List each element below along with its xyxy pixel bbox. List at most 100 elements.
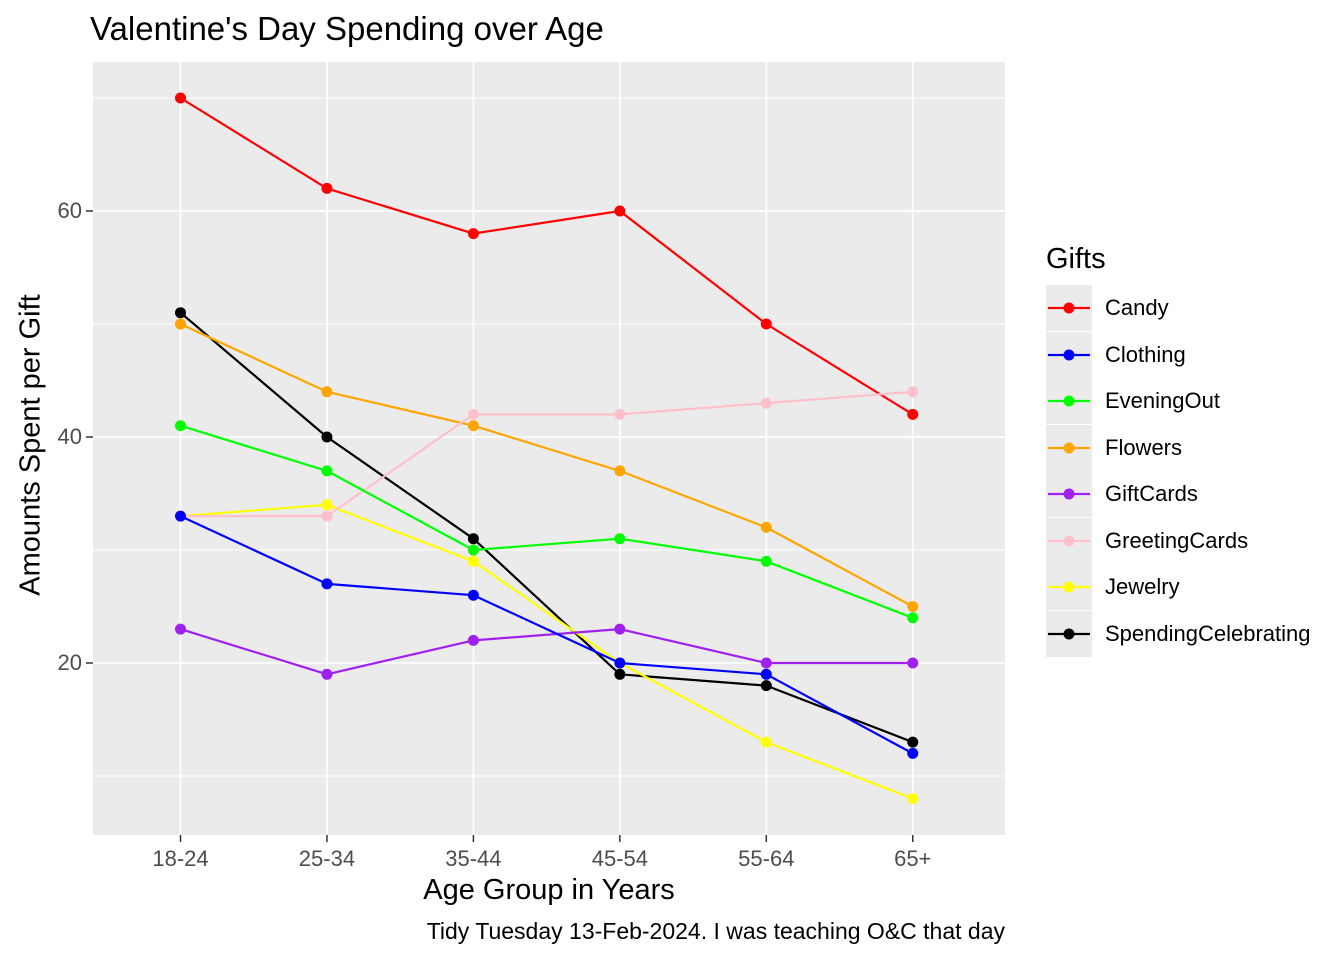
data-point-SpendingCelebrating-35-44 — [467, 533, 479, 545]
series-GiftCards — [175, 623, 919, 680]
data-point-GreetingCards-55-64 — [760, 397, 772, 409]
legend-key-point — [1063, 628, 1075, 640]
data-point-Flowers-25-34 — [321, 386, 333, 398]
data-point-GreetingCards-45-54 — [614, 408, 626, 420]
legend-item-SpendingCelebrating: SpendingCelebrating — [1046, 610, 1311, 658]
data-point-Jewelry-25-34 — [321, 499, 333, 511]
series-EveningOut — [175, 420, 919, 624]
series-line-GreetingCards — [179, 390, 914, 518]
data-point-Flowers-35-44 — [467, 420, 479, 432]
data-point-Flowers-65+ — [907, 601, 919, 612]
legend-key-point — [1063, 302, 1075, 314]
legend-item-Jewelry: Jewelry — [1046, 564, 1311, 611]
data-point-Clothing-65+ — [907, 747, 919, 759]
legend-key-icon-Flowers — [1046, 424, 1092, 471]
x-tick-label-25-34: 25-34 — [298, 846, 356, 871]
data-point-SpendingCelebrating-45-54 — [614, 668, 626, 680]
legend-key-icon-GiftCards — [1046, 471, 1092, 518]
x-tick-label-18-24: 18-24 — [152, 846, 209, 871]
data-point-Flowers-55-64 — [760, 521, 772, 533]
data-point-Clothing-45-54 — [614, 657, 626, 669]
legend-item-GiftCards: GiftCards — [1046, 471, 1311, 518]
series-Flowers — [175, 318, 919, 612]
data-point-Candy-65+ — [907, 408, 919, 420]
data-point-EveningOut-18-24 — [175, 420, 186, 432]
data-point-SpendingCelebrating-18-24 — [175, 307, 186, 319]
legend: Gifts Candy Clothing EveningOut Flowers Gift… — [1046, 243, 1311, 657]
data-point-GiftCards-65+ — [907, 657, 919, 669]
data-point-GreetingCards-65+ — [907, 386, 919, 398]
legend-key-point — [1063, 488, 1075, 500]
legend-key-icon-SpendingCelebrating — [1046, 610, 1092, 657]
series-line-GiftCards — [179, 627, 914, 676]
axis-tick-marks — [86, 210, 914, 842]
chart-title: Valentine's Day Spending over Age — [90, 10, 604, 47]
data-point-GiftCards-25-34 — [321, 668, 333, 680]
legend-label-Flowers: Flowers — [1105, 434, 1183, 460]
data-point-EveningOut-25-34 — [321, 465, 333, 477]
y-tick-label-60: 60 — [57, 198, 82, 223]
series-line-SpendingCelebrating — [179, 311, 914, 744]
data-point-GiftCards-55-64 — [760, 657, 772, 669]
series-line-Clothing — [179, 515, 914, 755]
data-point-Candy-45-54 — [614, 205, 626, 217]
legend-label-GreetingCards: GreetingCards — [1105, 527, 1249, 553]
chart-caption: Tidy Tuesday 13-Feb-2024. I was teaching… — [426, 918, 1005, 944]
data-point-GiftCards-18-24 — [175, 623, 186, 635]
data-point-GiftCards-45-54 — [614, 623, 626, 635]
data-point-Candy-35-44 — [467, 228, 479, 240]
legend-key-icon-EveningOut — [1046, 378, 1092, 425]
legend-key-icon-Candy — [1046, 285, 1092, 332]
legend-key-point — [1063, 442, 1075, 454]
data-point-Clothing-35-44 — [467, 589, 479, 601]
series-SpendingCelebrating — [175, 307, 919, 748]
legend-item-Flowers: Flowers — [1046, 424, 1311, 472]
legend-key-point — [1063, 535, 1075, 547]
legend-key-point — [1063, 581, 1075, 593]
legend-item-GreetingCards: GreetingCards — [1046, 517, 1311, 565]
y-tick-label-20: 20 — [57, 650, 82, 675]
legend-key-icon-Clothing — [1046, 331, 1092, 378]
data-point-GreetingCards-35-44 — [467, 408, 479, 420]
legend-items: Candy Clothing EveningOut Flowers GiftCards G… — [1046, 285, 1311, 657]
data-point-EveningOut-65+ — [907, 612, 919, 624]
x-tick-label-55-64: 55-64 — [738, 846, 795, 871]
x-axis-title: Age Group in Years — [423, 874, 675, 906]
data-point-Clothing-25-34 — [321, 578, 333, 590]
legend-label-Candy: Candy — [1105, 295, 1169, 321]
legend-key-point — [1063, 349, 1075, 361]
data-point-EveningOut-45-54 — [614, 533, 626, 545]
legend-key-icon-Jewelry — [1046, 564, 1092, 611]
legend-item-Clothing: Clothing — [1046, 331, 1311, 379]
data-point-GreetingCards-25-34 — [321, 510, 333, 522]
series-line-EveningOut — [179, 424, 914, 619]
plot-panel — [93, 62, 1005, 835]
data-point-Jewelry-55-64 — [760, 736, 772, 748]
legend-title: Gifts — [1046, 243, 1106, 275]
legend-label-EveningOut: EveningOut — [1105, 388, 1220, 414]
x-tick-label-35-44: 35-44 — [445, 846, 502, 871]
legend-label-GiftCards: GiftCards — [1105, 481, 1198, 507]
legend-label-Jewelry: Jewelry — [1105, 574, 1180, 600]
legend-item-Candy: Candy — [1046, 285, 1311, 332]
data-point-Flowers-18-24 — [175, 318, 186, 330]
data-point-SpendingCelebrating-55-64 — [760, 680, 772, 692]
series-Clothing — [175, 510, 919, 759]
data-point-Candy-25-34 — [321, 182, 333, 194]
data-point-Candy-55-64 — [760, 318, 772, 330]
legend-item-EveningOut: EveningOut — [1046, 378, 1311, 425]
data-point-SpendingCelebrating-65+ — [907, 736, 919, 748]
data-point-Jewelry-65+ — [907, 793, 919, 805]
data-point-SpendingCelebrating-25-34 — [321, 431, 333, 443]
series-line-Candy — [179, 96, 914, 416]
data-point-Jewelry-35-44 — [467, 555, 479, 567]
data-point-EveningOut-35-44 — [467, 544, 479, 556]
data-point-Clothing-55-64 — [760, 668, 772, 680]
data-point-Clothing-18-24 — [175, 510, 186, 522]
x-tick-label-45-54: 45-54 — [591, 846, 648, 871]
y-tick-label-40: 40 — [57, 424, 82, 449]
x-tick-label-65+: 65+ — [894, 846, 932, 871]
data-point-GiftCards-35-44 — [467, 634, 479, 646]
